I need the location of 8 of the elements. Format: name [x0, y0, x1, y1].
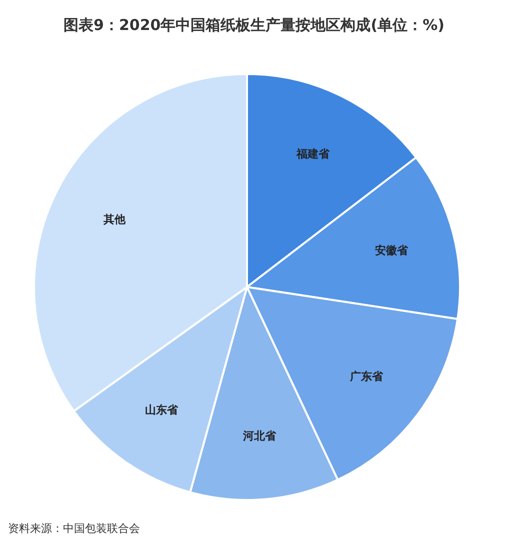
slice-label: 福建省	[296, 147, 331, 160]
slice-label: 河北省	[242, 430, 278, 443]
slice-label: 其他	[102, 212, 126, 226]
text: 资料来源：中国包装联合会	[8, 522, 140, 535]
slice-label: 安徽省	[374, 244, 409, 257]
slice-label: 山东省	[145, 403, 180, 416]
chart-title: 图表9：2020年中国箱纸板生产量按地区构成(单位：%)	[64, 16, 444, 34]
slice-label: 广东省	[349, 370, 384, 384]
